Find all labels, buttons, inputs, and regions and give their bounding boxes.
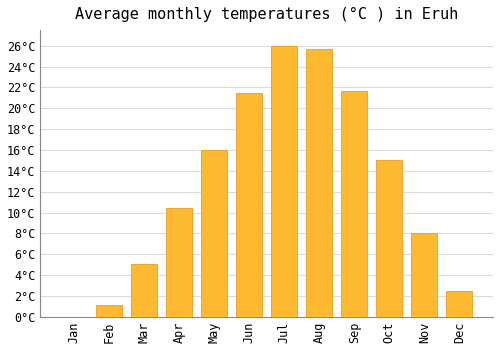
Bar	[201, 150, 228, 317]
Title: Average monthly temperatures (°C ) in Eruh: Average monthly temperatures (°C ) in Er…	[75, 7, 458, 22]
Bar	[306, 49, 332, 317]
Bar	[166, 208, 192, 317]
Bar	[271, 46, 297, 317]
Bar	[411, 233, 438, 317]
Bar	[131, 264, 157, 317]
Bar	[376, 160, 402, 317]
Bar	[341, 91, 367, 317]
Bar	[236, 93, 262, 317]
Bar	[96, 305, 122, 317]
Bar	[446, 291, 472, 317]
